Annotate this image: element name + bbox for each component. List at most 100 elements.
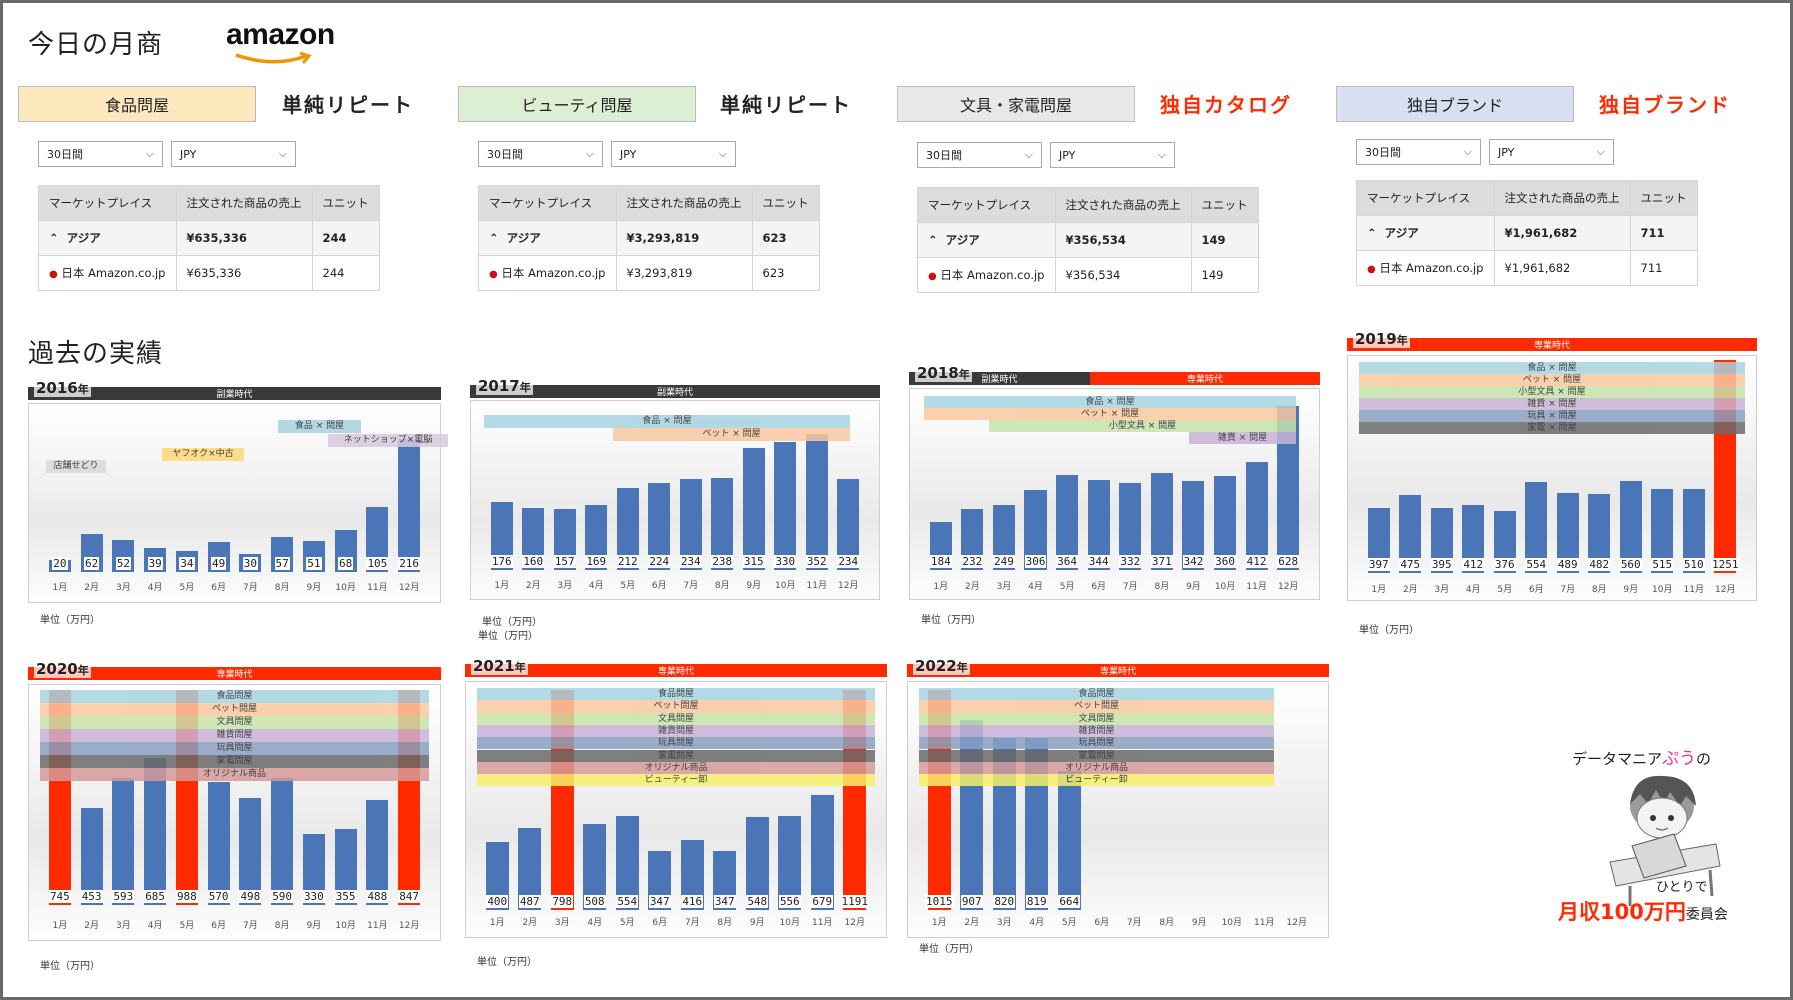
chart-bar xyxy=(992,504,1015,570)
category-band: 雑貨問屋 xyxy=(919,724,1274,738)
caret-up-icon[interactable]: ⌃ xyxy=(928,233,938,247)
category-band: 食品 × 問屋 xyxy=(924,396,1296,408)
bar-value-label: 176 xyxy=(490,555,513,568)
month-tick-label: 4月 xyxy=(1029,918,1045,928)
period-select[interactable]: 30日間 ⌵ xyxy=(478,141,603,167)
month-tick-label: 9月 xyxy=(1623,585,1639,595)
bar-value-label: 52 xyxy=(115,557,131,570)
col-sales: 注文された商品の売上 xyxy=(1493,180,1631,216)
category-band: 雑貨問屋 xyxy=(477,724,875,738)
month-tick-label: 8月 xyxy=(1159,918,1175,928)
month-tick-label: 3月 xyxy=(996,582,1012,592)
month-tick-label: 2月 xyxy=(965,582,980,592)
chart-bar xyxy=(1588,494,1611,573)
period-select[interactable]: 30日間 ⌵ xyxy=(917,142,1042,168)
chart-bar xyxy=(742,447,765,570)
currency-select[interactable]: JPY ⌵ xyxy=(1489,139,1614,165)
category-band: 文具問屋 xyxy=(477,712,875,725)
col-units: ユニット xyxy=(1190,187,1259,223)
currency-select[interactable]: JPY ⌵ xyxy=(1050,142,1175,168)
shop-name-box: 文具・家電問屋 xyxy=(897,86,1135,122)
bar-value-label: 679 xyxy=(811,895,834,908)
caret-up-icon[interactable]: ⌃ xyxy=(1367,226,1377,240)
table-row[interactable]: ⌃ アジア ¥1,961,682 711 xyxy=(1356,215,1698,251)
chevron-down-icon: ⌵ xyxy=(145,147,154,160)
month-tick-label: 7月 xyxy=(1126,918,1142,928)
era-banner: 専業時代 xyxy=(1347,338,1757,351)
month-tick-label: 4月 xyxy=(1465,585,1481,595)
bar-value-label: 412 xyxy=(1245,555,1268,568)
bar-value-label: 347 xyxy=(648,895,671,908)
month-tick-label: 5月 xyxy=(179,583,195,593)
chart-bar xyxy=(518,827,542,910)
month-tick-label: 9月 xyxy=(1191,918,1207,928)
chart-bar xyxy=(1367,507,1390,573)
chevron-down-icon: ⌵ xyxy=(718,147,727,160)
category-band: 家電 × 問屋 xyxy=(1359,422,1745,434)
table-row[interactable]: ⌃ アジア ¥3,293,819 623 xyxy=(478,220,820,256)
category-band: オリジナル商品 xyxy=(40,768,429,781)
chart-bar xyxy=(1087,480,1110,570)
shop-name-box: ビューティ問屋 xyxy=(458,86,696,122)
month-tick-label: 12月 xyxy=(1286,918,1307,928)
chart-bar xyxy=(80,807,103,905)
bar-value-label: 664 xyxy=(1058,895,1081,908)
caret-up-icon[interactable]: ⌃ xyxy=(489,231,499,245)
month-tick-label: 8月 xyxy=(717,918,733,928)
bar-value-label: 554 xyxy=(616,895,639,908)
bar-value-label: 238 xyxy=(711,555,734,568)
month-tick-label: 6月 xyxy=(211,583,226,593)
currency-select[interactable]: JPY ⌵ xyxy=(171,141,296,167)
past-results-title: 過去の実績 xyxy=(28,339,164,369)
bar-value-label: 376 xyxy=(1493,558,1516,571)
chevron-down-icon: ⌵ xyxy=(1024,148,1033,161)
month-tick-label: 10月 xyxy=(1214,582,1236,592)
chart-bar xyxy=(1024,489,1047,570)
month-tick-label: 1月 xyxy=(52,583,68,593)
chevron-down-icon: ⌵ xyxy=(1463,145,1472,158)
chart-bar xyxy=(1245,462,1268,570)
category-band: オリジナル商品 xyxy=(477,761,875,775)
category-band: ネットショップ×電脳 xyxy=(328,434,448,447)
caret-up-icon[interactable]: ⌃ xyxy=(49,231,59,245)
table-row[interactable]: ⌃ アジア ¥356,534 149 xyxy=(917,222,1259,258)
mascot-slogan: 月収100万円委員会 xyxy=(1558,900,1728,924)
category-band: 玩具 × 問屋 xyxy=(1359,410,1745,422)
currency-select[interactable]: JPY ⌵ xyxy=(611,141,736,167)
month-tick-label: 1月 xyxy=(52,921,68,931)
month-tick-label: 4月 xyxy=(147,921,163,931)
chart-bar xyxy=(239,797,262,905)
chart-year-title: 2022年 xyxy=(913,657,970,675)
col-units: ユニット xyxy=(311,185,380,221)
chart-year-title: 2021年 xyxy=(471,657,528,675)
category-band: 食品 × 問屋 xyxy=(484,415,850,428)
bar-value-label: 62 xyxy=(84,557,100,570)
unit-label: 単位（万円） xyxy=(477,957,537,968)
col-units: ユニット xyxy=(1629,180,1698,216)
bar-value-label: 57 xyxy=(274,557,290,570)
bar-value-label: 988 xyxy=(175,890,198,903)
era-banner: 専業時代 xyxy=(907,664,1329,677)
table-row: ● 日本 Amazon.co.jp ¥1,961,682 711 xyxy=(1356,250,1698,286)
bar-value-label: 184 xyxy=(929,555,952,568)
chart-bar xyxy=(1493,511,1516,573)
bar-value-label: 232 xyxy=(961,555,984,568)
chart-bar xyxy=(774,442,797,570)
unit-label: 単位（万円） xyxy=(40,615,100,626)
month-tick-label: 12月 xyxy=(398,921,420,931)
table-row[interactable]: ⌃ アジア ¥635,336 244 xyxy=(38,220,380,256)
col-marketplace: マーケットプレイス xyxy=(478,185,617,221)
month-tick-label: 7月 xyxy=(1122,582,1138,592)
red-dot-icon: ● xyxy=(49,269,58,280)
bar-value-label: 515 xyxy=(1651,558,1674,571)
col-sales: 注文された商品の売上 xyxy=(1054,187,1192,223)
shop-name-box: 独自ブランド xyxy=(1336,86,1574,122)
chart-year-title: 2018年 xyxy=(915,364,972,382)
period-select[interactable]: 30日間 ⌵ xyxy=(1356,139,1481,165)
period-select[interactable]: 30日間 ⌵ xyxy=(38,141,163,167)
chart-bar xyxy=(805,433,828,570)
month-tick-label: 7月 xyxy=(243,921,258,931)
bar-value-label: 344 xyxy=(1087,555,1110,568)
month-tick-label: 7月 xyxy=(683,581,699,591)
bar-value-label: 330 xyxy=(774,555,797,568)
